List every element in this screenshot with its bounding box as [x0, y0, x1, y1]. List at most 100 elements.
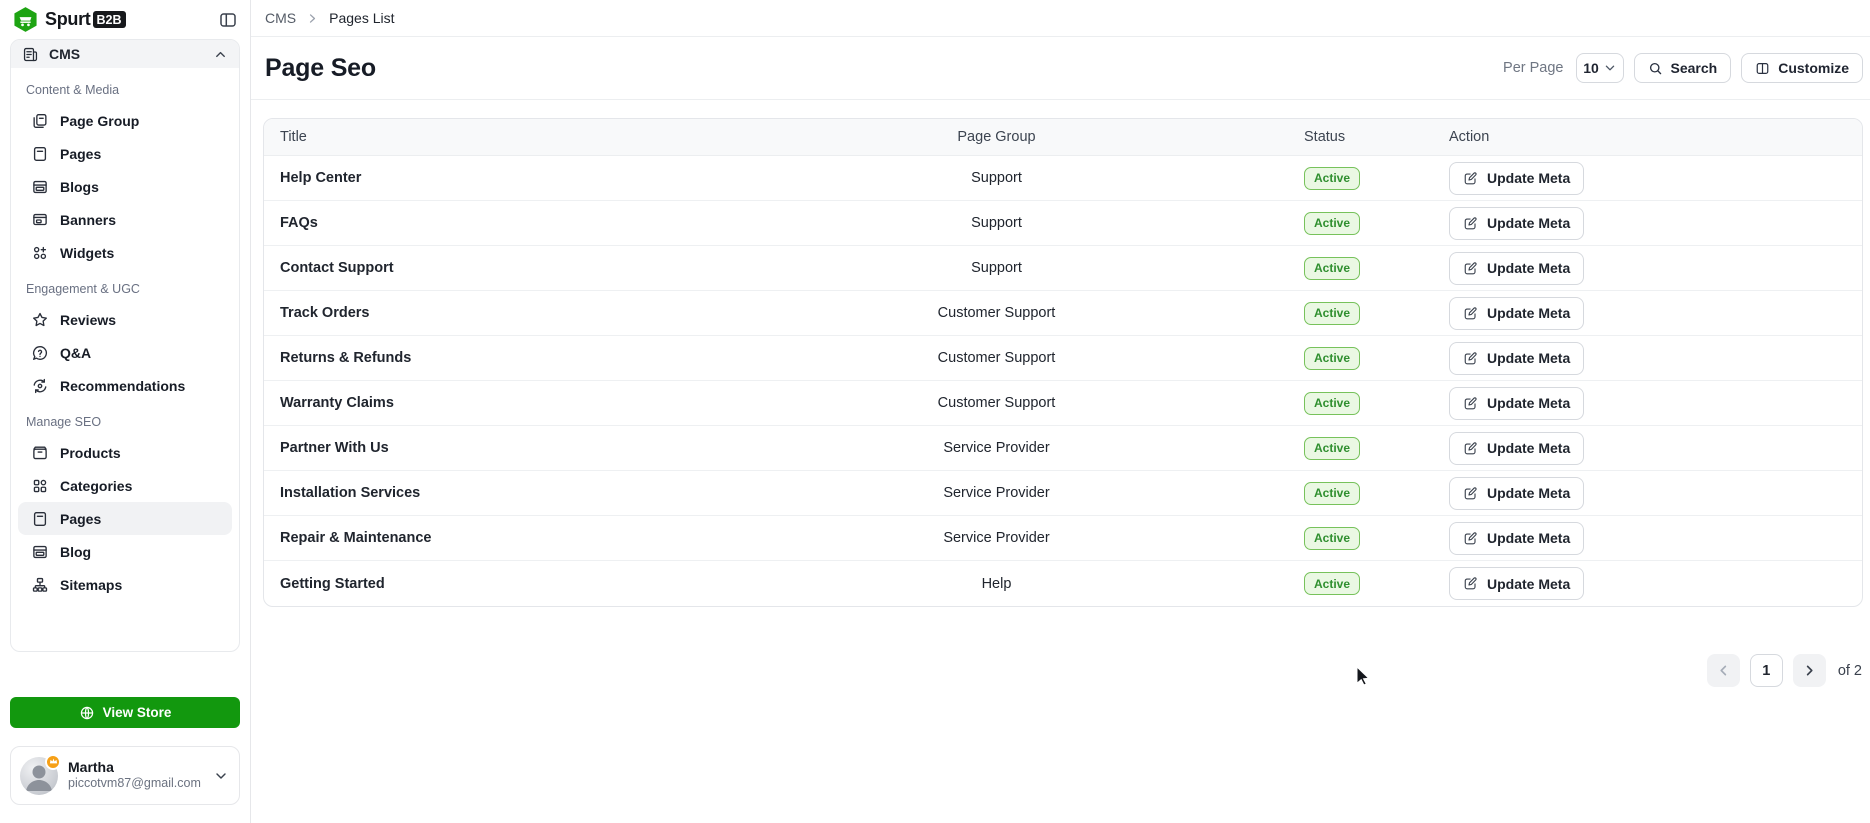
avatar	[20, 753, 61, 795]
edit-icon	[1463, 576, 1478, 591]
blogs-icon	[31, 543, 49, 561]
sidebar-section-label-manage-seo: Manage SEO	[26, 415, 102, 429]
cell-page-group: Customer Support	[937, 350, 1056, 366]
qa-icon	[31, 344, 49, 362]
cell-title: Repair & Maintenance	[280, 530, 432, 546]
status-badge: Active	[1304, 211, 1361, 235]
chevron-down-icon[interactable]	[213, 768, 229, 784]
sidebar-item-recommendations[interactable]: Recommendations	[18, 369, 232, 402]
sidebar-collapse-icon[interactable]	[218, 10, 238, 30]
update-meta-button[interactable]: Update Meta	[1449, 296, 1585, 330]
table-row: Partner With Us Service Provider Active Upd…	[264, 426, 1862, 471]
pagination: 1 of 2	[263, 654, 1863, 687]
cell-page-group: Service Provider	[943, 485, 1050, 501]
table-row: FAQs Support Active Update Meta	[264, 201, 1862, 246]
breadcrumb-current: Pages List	[329, 10, 395, 26]
sidebar-item-categories[interactable]: Categories	[18, 469, 232, 502]
update-meta-label: Update Meta	[1487, 485, 1571, 501]
table-row: Warranty Claims Customer Support Active Upd…	[264, 381, 1862, 426]
breadcrumb-parent[interactable]: CMS	[265, 10, 297, 26]
edit-icon	[1463, 351, 1478, 366]
chevron-right-icon	[1802, 663, 1817, 678]
sidebar-item-blogs[interactable]: Blogs	[18, 170, 232, 203]
status-badge: Active	[1304, 481, 1361, 505]
sidebar-item-banners[interactable]: Banners	[18, 203, 232, 236]
update-meta-button[interactable]: Update Meta	[1449, 341, 1585, 375]
sidebar-item-widgets[interactable]: Widgets	[18, 236, 232, 269]
content-area: Title Page Group Status Action Help Cent…	[263, 118, 1863, 687]
sidebar-item-label: Blogs	[60, 178, 99, 195]
sidebar-item-label: Page Group	[60, 112, 140, 129]
reviews-icon	[31, 311, 49, 329]
search-button[interactable]: Search	[1633, 53, 1732, 83]
header-controls: Per Page 10 Search C	[1503, 53, 1863, 83]
cell-page-group: Customer Support	[937, 305, 1056, 321]
profile-email: piccotvm87@gmail.com	[68, 776, 201, 791]
brand-logo-row: Spurt B2B	[0, 0, 250, 34]
edit-icon	[1463, 441, 1478, 456]
sidebar-item-label: Blog	[60, 543, 92, 560]
column-header-status: Status	[1304, 129, 1346, 145]
cell-title: Getting Started	[280, 575, 385, 592]
page-header: Page Seo Per Page 10 Search	[251, 37, 1870, 100]
table-row: Returns & Refunds Customer Support Active U…	[264, 336, 1862, 381]
update-meta-button[interactable]: Update Meta	[1449, 251, 1585, 285]
sidebar-item-sitemaps[interactable]: Sitemaps	[18, 568, 232, 601]
sidebar-item-page-group[interactable]: Page Group	[18, 104, 232, 137]
widgets-icon	[31, 244, 49, 262]
sidebar-group-cms[interactable]: CMS	[11, 40, 239, 68]
update-meta-button[interactable]: Update Meta	[1449, 521, 1585, 555]
sidebar-item-label: Pages	[60, 510, 102, 527]
brand-badge: B2B	[92, 11, 126, 28]
update-meta-button[interactable]: Update Meta	[1449, 431, 1585, 465]
pages-icon	[31, 145, 49, 163]
edit-icon	[1463, 531, 1478, 546]
update-meta-button[interactable]: Update Meta	[1449, 386, 1585, 420]
sidebar-item-reviews[interactable]: Reviews	[18, 303, 232, 336]
sidebar-item-pages[interactable]: Pages	[18, 137, 232, 170]
sidebar-nav-container: CMS Content & Media Page Group Pages Blogs B…	[10, 39, 240, 652]
page-group-icon	[31, 112, 49, 130]
pages-icon	[31, 510, 49, 528]
customize-button[interactable]: Customize	[1741, 53, 1863, 83]
per-page-label: Per Page	[1503, 60, 1564, 76]
table-row: Installation Services Service Provider Act…	[264, 471, 1862, 516]
search-icon	[1648, 61, 1663, 76]
pagination-current-page[interactable]: 1	[1749, 654, 1783, 687]
update-meta-button[interactable]: Update Meta	[1449, 567, 1585, 600]
view-store-button[interactable]: View Store	[10, 697, 240, 728]
profile-card[interactable]: Martha piccotvm87@gmail.com	[10, 746, 240, 805]
per-page-select[interactable]: 10	[1575, 53, 1624, 83]
sidebar-item-pages[interactable]: Pages	[18, 502, 232, 535]
update-meta-label: Update Meta	[1487, 575, 1571, 592]
chevron-down-icon	[1604, 62, 1616, 74]
sidebar-item-label: Sitemaps	[60, 576, 123, 593]
cell-page-group: Support	[971, 215, 1022, 231]
cell-title: Help Center	[280, 170, 362, 186]
column-header-page-group: Page Group	[957, 129, 1036, 145]
sidebar-item-q-a[interactable]: Q&A	[18, 336, 232, 369]
sidebar-item-label: Pages	[60, 145, 102, 162]
update-meta-button[interactable]: Update Meta	[1449, 206, 1585, 240]
cell-page-group: Customer Support	[937, 395, 1056, 411]
update-meta-button[interactable]: Update Meta	[1449, 161, 1585, 195]
table-row: Contact Support Support Active Update Meta	[264, 246, 1862, 291]
cell-page-group: Service Provider	[943, 440, 1050, 456]
status-badge: Active	[1304, 391, 1361, 415]
globe-icon	[79, 705, 95, 721]
sidebar-item-blog[interactable]: Blog	[18, 535, 232, 568]
pagination-prev-button[interactable]	[1706, 654, 1740, 687]
update-meta-label: Update Meta	[1487, 530, 1571, 546]
sidebar-item-products[interactable]: Products	[18, 436, 232, 469]
update-meta-label: Update Meta	[1487, 305, 1571, 321]
brand-name: Spurt	[45, 9, 91, 29]
sitemaps-icon	[31, 576, 49, 594]
pagination-next-button[interactable]	[1792, 654, 1826, 687]
edit-icon	[1463, 306, 1478, 321]
update-meta-label: Update Meta	[1487, 440, 1571, 456]
status-badge: Active	[1304, 301, 1361, 325]
update-meta-button[interactable]: Update Meta	[1449, 476, 1585, 510]
chevron-up-icon	[213, 47, 228, 62]
status-badge: Active	[1304, 436, 1361, 460]
